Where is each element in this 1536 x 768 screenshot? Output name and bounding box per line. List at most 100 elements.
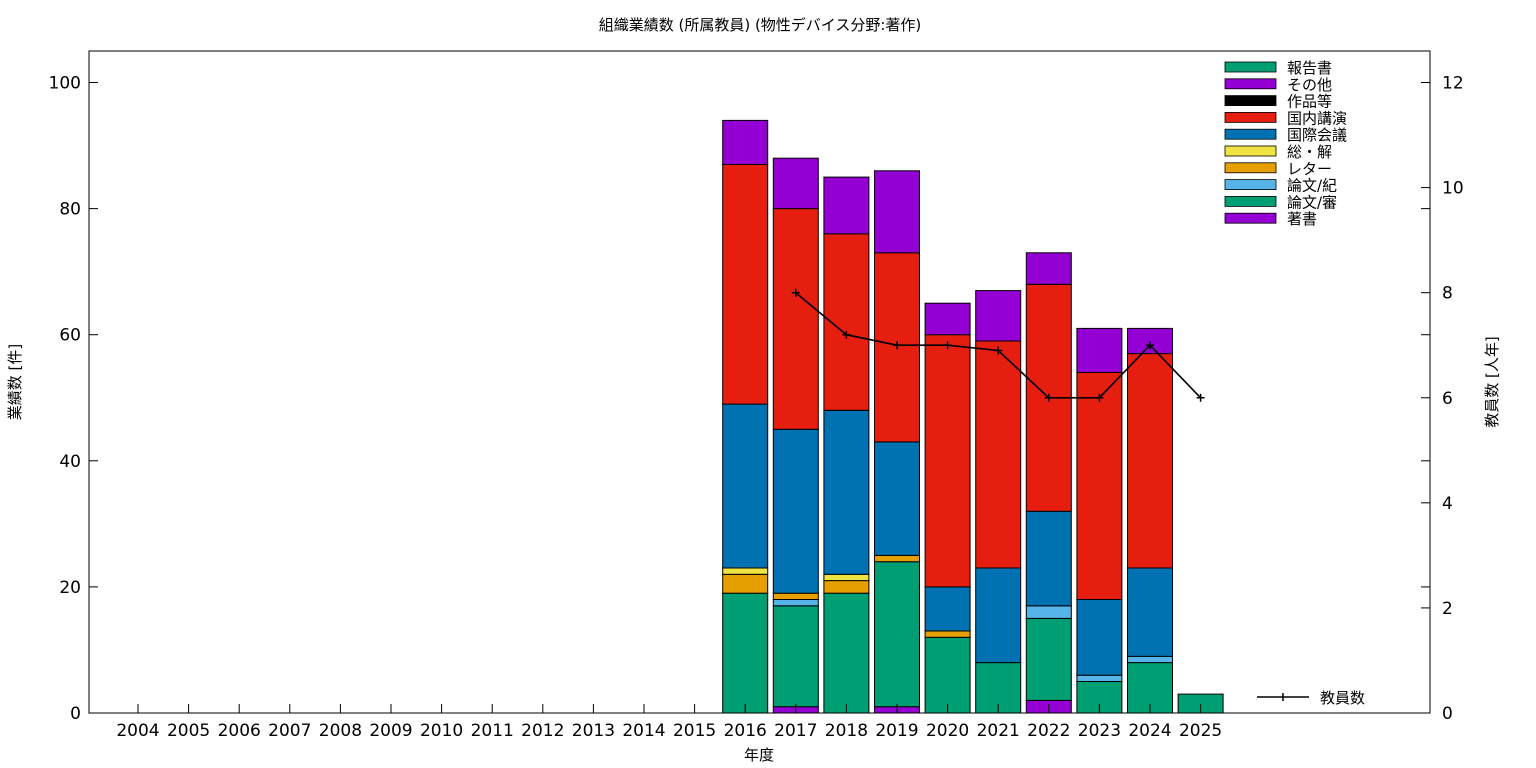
- bar-segment-2019-5: [874, 441, 920, 556]
- x-tick-label: 2015: [673, 721, 716, 741]
- y-tick-label: 20: [59, 578, 81, 598]
- bar-segment-2024-5: [1127, 567, 1173, 657]
- legend-label-7: 作品等: [1287, 93, 1332, 111]
- legend-label-6: 国内講演: [1287, 109, 1347, 127]
- legend-swatch-9: [1224, 61, 1277, 73]
- legend-swatch-1: [1224, 195, 1277, 207]
- bar-segment-2023-6: [1076, 372, 1123, 600]
- x-tick-label: 2020: [926, 721, 969, 741]
- bar-segment-2021-5: [975, 567, 1022, 664]
- y2-tick-label: 6: [1442, 389, 1453, 409]
- x-axis: 2004 2005 2006 2007 2008 2009 2010 2011 2012 2013…: [116, 704, 1222, 741]
- legend-label-1: 論文/審: [1287, 193, 1337, 211]
- bar-segment-2021-8: [975, 290, 1022, 342]
- line-legend-label: 教員数: [1320, 689, 1365, 707]
- bar-segment-2019-3: [874, 554, 920, 563]
- y-tick-label: 0: [70, 704, 81, 724]
- x-tick-label: 2022: [1027, 721, 1070, 741]
- legend-label-0: 著書: [1287, 210, 1317, 228]
- bar-segment-2017-3: [772, 592, 819, 601]
- bar-segment-2016-3: [722, 573, 769, 594]
- plot-frame: [88, 50, 1431, 714]
- line-point-2025: [1196, 393, 1205, 402]
- legend-label-9: 報告書: [1287, 59, 1332, 77]
- x-tick-label: 2017: [774, 721, 817, 741]
- bar-segment-2023-8: [1076, 327, 1123, 373]
- legend-swatch-4: [1224, 145, 1277, 157]
- x-tick-label: 2021: [977, 721, 1020, 741]
- bar-segment-2020-5: [924, 586, 971, 632]
- legend-label-2: 論文/紀: [1287, 177, 1337, 195]
- bar-segment-2020-6: [924, 334, 971, 588]
- y-tick-label: 80: [59, 200, 81, 220]
- bar-segment-2020-8: [924, 302, 971, 336]
- line-point-2019: [893, 341, 901, 350]
- bar-segment-2016-6: [722, 164, 769, 405]
- line-point-2024: [1146, 341, 1154, 350]
- bar-segment-2018-3: [823, 580, 870, 594]
- x-tick-label: 2018: [825, 721, 868, 741]
- x-tick-label: 2009: [369, 721, 412, 741]
- bar-segment-2017-2: [772, 599, 819, 607]
- x-tick-label: 2014: [622, 721, 665, 741]
- bar-segment-2020-1: [924, 636, 971, 714]
- x-tick-label: 2016: [724, 721, 767, 741]
- bar-segment-2019-8: [874, 170, 920, 254]
- y2-tick-label: 12: [1442, 74, 1464, 94]
- y2-tick-label: 8: [1442, 284, 1453, 304]
- legend-label-8: その他: [1287, 76, 1332, 94]
- bars-layer: [722, 119, 1224, 714]
- x-tick-label: 2008: [319, 721, 362, 741]
- x-tick-label: 2023: [1078, 721, 1121, 741]
- line-point-2022: [1044, 393, 1053, 402]
- x-tick-label: 2025: [1179, 721, 1222, 741]
- bar-segment-2022-8: [1025, 252, 1072, 285]
- line-layer: [791, 288, 1205, 402]
- line-point-2021: [994, 346, 1003, 355]
- bar-segment-2016-4: [722, 567, 769, 575]
- x-tick-label: 2012: [521, 721, 564, 741]
- bar-segment-2018-5: [823, 409, 870, 575]
- legend-swatch-8: [1224, 78, 1277, 90]
- bar-segment-2024-6: [1127, 353, 1173, 569]
- y2-tick-label: 2: [1442, 599, 1453, 619]
- x-tick-label: 2024: [1128, 721, 1171, 741]
- x-tick-label: 2004: [116, 721, 159, 741]
- line-point-2018: [842, 330, 851, 339]
- y-axis-label: 業績数 [件]: [6, 344, 24, 420]
- x-tick-label: 2007: [268, 721, 311, 741]
- bar-segment-2024-2: [1127, 655, 1173, 664]
- bar-segment-2023-2: [1076, 674, 1123, 683]
- legend-swatch-7: [1224, 95, 1277, 106]
- x-tick-label: 2006: [218, 721, 261, 741]
- bar-segment-2019-1: [874, 561, 920, 708]
- bar-segment-2017-8: [772, 157, 819, 210]
- y2-tick-label: 0: [1442, 704, 1453, 724]
- y-tick-label: 40: [59, 452, 81, 472]
- x-tick-label: 2005: [167, 721, 210, 741]
- bar-segment-2017-5: [772, 428, 819, 594]
- legend-label-3: レター: [1287, 160, 1332, 178]
- x-tick-label: 2019: [875, 721, 918, 741]
- bar-segment-2017-1: [772, 605, 819, 708]
- x-tick-label: 2013: [572, 721, 615, 741]
- line-point-2017: [791, 288, 800, 297]
- chart-title: 組織業績数 (所属教員) (物性デバイス分野:著作): [599, 16, 922, 34]
- bar-segment-2022-1: [1025, 617, 1072, 701]
- bar-segment-2018-8: [823, 176, 870, 235]
- bar-segment-2016-1: [722, 592, 769, 714]
- bar-segment-2017-6: [772, 208, 819, 430]
- legend-swatch-6: [1224, 112, 1277, 123]
- bar-segment-2016-8: [722, 119, 769, 165]
- bar-segment-2018-1: [823, 592, 870, 714]
- bar-segment-2024-8: [1127, 327, 1173, 355]
- bar-segment-2023-5: [1076, 599, 1123, 676]
- y-tick-label: 100: [49, 74, 81, 94]
- legend-swatch-2: [1224, 179, 1277, 191]
- y2-tick-label: 4: [1442, 494, 1453, 514]
- legend-swatch-5: [1224, 128, 1277, 140]
- bar-segment-2022-2: [1025, 605, 1072, 619]
- line-legend: 教員数: [1257, 689, 1365, 707]
- x-tick-label: 2011: [471, 721, 514, 741]
